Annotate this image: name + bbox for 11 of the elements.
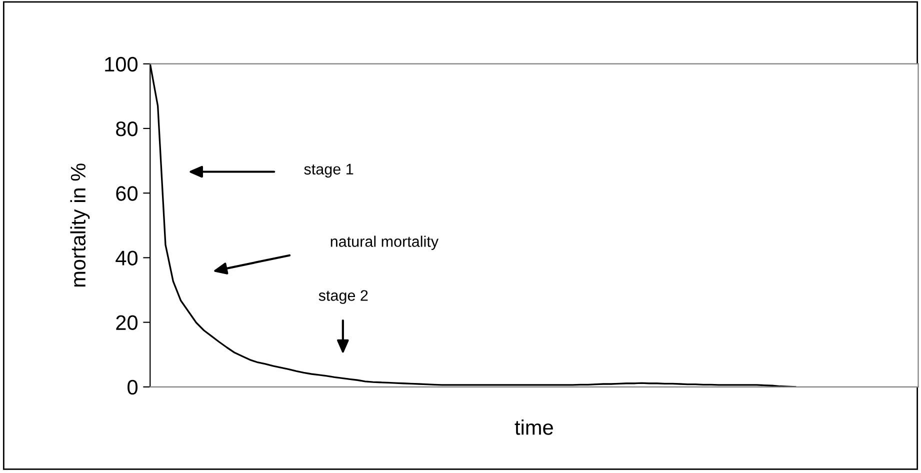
y-tick-label: 80 xyxy=(116,121,138,136)
y-tick-label: 40 xyxy=(116,250,138,266)
y-tick-label: 100 xyxy=(105,56,138,72)
x-axis-title: time xyxy=(514,420,553,435)
y-tick-label: 0 xyxy=(128,380,138,395)
y-tick-label: 20 xyxy=(116,315,138,330)
annotation: natural mortality xyxy=(330,236,439,250)
annotation: stage 2 xyxy=(318,290,368,304)
y-tick-label: 60 xyxy=(116,186,138,201)
annotation: stage 1 xyxy=(304,164,354,178)
y-axis-title: mortality in % xyxy=(70,164,90,287)
